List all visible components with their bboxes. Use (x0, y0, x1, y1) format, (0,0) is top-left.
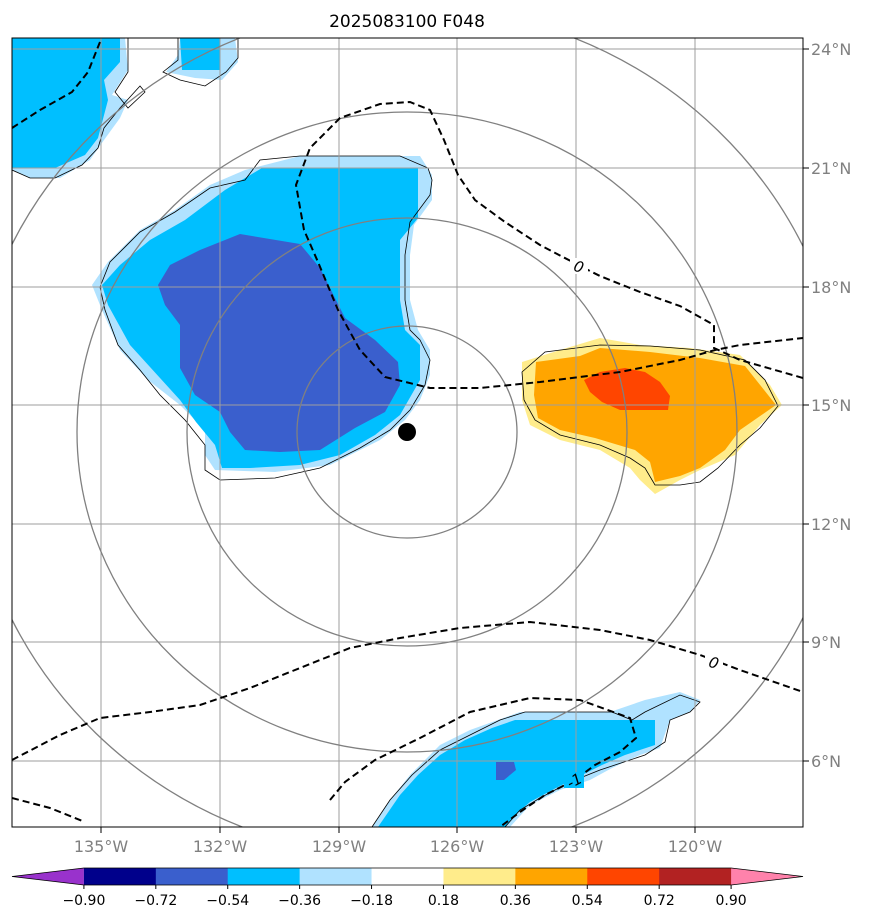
colorbar-tick-label: 0.54 (572, 893, 603, 909)
y-axis: 6°N 9°N 12°N 15°N 18°N 21°N 24°N (803, 40, 851, 771)
storm-center-marker (398, 423, 416, 441)
colorbar-tick-label: −0.36 (278, 893, 321, 909)
y-tick-label: 12°N (811, 515, 851, 534)
colorbar-segment (587, 868, 660, 885)
region-northwest-island-mid (180, 38, 220, 70)
contour-zero-south (12, 620, 803, 761)
range-rings (12, 38, 803, 827)
dashed-contours (12, 41, 803, 827)
colorbar-tick-label: −0.18 (350, 893, 393, 909)
range-ring-1 (296, 325, 518, 539)
boundary-contours (12, 38, 779, 827)
plot-frame (11, 37, 804, 828)
x-tick-label: 135°W (74, 837, 129, 856)
contour-zero-north (12, 41, 101, 129)
colorbar-segment (299, 868, 373, 885)
colorbar-segment (659, 868, 732, 885)
y-tick-label: 24°N (811, 40, 851, 59)
colorbar-extend-high (731, 868, 803, 885)
region-east-red (584, 368, 670, 410)
contour-zero-central (294, 100, 803, 389)
colorbar-tick-label: 0.36 (500, 893, 531, 909)
range-ring-3 (76, 111, 738, 753)
colorbar-segment (155, 868, 229, 885)
colorbar-tick-label: 0.90 (716, 893, 747, 909)
y-tick-label: 9°N (811, 633, 841, 652)
y-tick-label: 15°N (811, 396, 851, 415)
x-tick-label: 123°W (549, 837, 604, 856)
x-tick-label: 120°W (668, 837, 723, 856)
colorbar-tick-label: 0.18 (428, 893, 459, 909)
colorbar-segment (371, 868, 444, 885)
contour-labels: 0 0 -1 (564, 257, 723, 792)
x-axis: 135°W 132°W 129°W 126°W 123°W 120°W (74, 827, 723, 856)
x-tick-label: 126°W (430, 837, 485, 856)
contour-label-neg1: -1 (564, 769, 586, 792)
colorbar-segment (227, 868, 301, 885)
colorbar-extend-low (12, 868, 84, 885)
plot-area: 0 0 -1 (12, 38, 803, 827)
colorbar-tick-label: −0.90 (62, 893, 105, 909)
y-tick-label: 21°N (811, 159, 851, 178)
colorbar-tick-label: 0.72 (644, 893, 675, 909)
y-tick-label: 18°N (811, 278, 851, 297)
region-south-dark (496, 762, 516, 780)
colorbar-tick-label: −0.72 (134, 893, 177, 909)
colorbar-segment (443, 868, 516, 885)
contour-bottom-left (12, 797, 86, 823)
colorbar: −0.90 −0.72 −0.54 −0.36 −0.18 0.18 0.36 0.54 0.7… (11, 867, 804, 909)
y-tick-label: 6°N (811, 752, 841, 771)
colorbar-segment (515, 868, 588, 885)
region-northwest-mid (12, 38, 120, 168)
x-tick-label: 129°W (312, 837, 367, 856)
colorbar-tick-label: −0.54 (206, 893, 249, 909)
region-south-mid (378, 720, 655, 827)
colorbar-segment (83, 868, 157, 885)
range-ring-2 (186, 217, 628, 647)
chart-title: 2025083100 F048 (329, 12, 485, 32)
x-tick-label: 132°W (193, 837, 248, 856)
anomaly-fill-layer (12, 38, 782, 827)
contour-neg1-south (329, 696, 638, 827)
